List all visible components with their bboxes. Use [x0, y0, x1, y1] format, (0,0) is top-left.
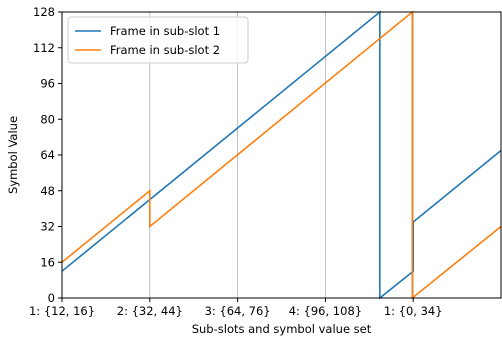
series-line-2	[61, 10, 502, 300]
y-tick-label-8: 128	[33, 5, 55, 19]
y-axis: 0 16 32 48 64 80 96 112 128	[33, 5, 62, 305]
y-tick-label-0: 0	[48, 291, 55, 305]
y-tick-label-4: 64	[40, 148, 55, 162]
legend-label-2: Frame in sub-slot 2	[110, 43, 220, 57]
x-tick-label-4: 1: {0, 34}	[384, 304, 443, 318]
x-axis-label: Sub-slots and symbol value set	[192, 322, 372, 336]
y-tick-label-2: 32	[40, 220, 55, 234]
x-tick-label-0: 1: {12, 16}	[29, 304, 95, 318]
y-tick-label-6: 96	[40, 77, 55, 91]
series-layer	[61, 10, 502, 300]
legend-box	[67, 16, 249, 64]
y-tick-label-3: 48	[40, 184, 55, 198]
y-tick-label-5: 80	[40, 112, 55, 126]
y-tick-label-7: 112	[33, 41, 55, 55]
legend-label-1: Frame in sub-slot 1	[110, 24, 220, 38]
y-axis-label: Symbol Value	[6, 116, 20, 194]
x-tick-label-2: 3: {64, 76}	[205, 304, 271, 318]
series-line-1	[61, 10, 502, 300]
y-tick-label-1: 16	[40, 255, 55, 269]
legend: Frame in sub-slot 1 Frame in sub-slot 2	[67, 16, 249, 64]
x-axis: 1: {12, 16} 2: {32, 44} 3: {64, 76} 4: {96,…	[29, 298, 443, 318]
x-tick-label-3: 4: {96, 108}	[289, 304, 362, 318]
x-tick-label-1: 2: {32, 44}	[117, 304, 183, 318]
